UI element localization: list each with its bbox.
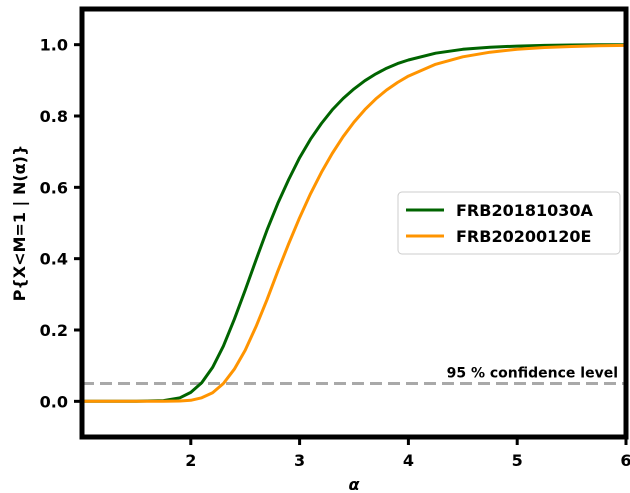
y-tick-label: 0.0 xyxy=(40,392,68,411)
legend: FRB20181030A FRB20200120E xyxy=(397,191,621,255)
x-axis-label: α xyxy=(349,475,361,493)
y-tick-label: 0.8 xyxy=(40,107,68,126)
x-tick-label: 5 xyxy=(512,451,523,470)
x-tick-label: 4 xyxy=(403,451,414,470)
x-tick-label: 2 xyxy=(185,451,196,470)
y-tick-label: 0.4 xyxy=(40,250,68,269)
x-axis-ticks: 2 3 4 5 6 xyxy=(185,437,630,470)
series-line-FRB20200120E xyxy=(82,43,627,403)
y-tick-label: 0.2 xyxy=(40,321,68,340)
legend-entry-label: FRB20181030A xyxy=(456,201,594,220)
legend-box xyxy=(397,191,621,255)
x-tick-label: 3 xyxy=(294,451,305,470)
plot-frame xyxy=(79,6,629,440)
y-tick-label: 1.0 xyxy=(40,36,68,55)
y-axis-ticks: 0.0 0.2 0.4 0.6 0.8 1.0 xyxy=(40,36,82,411)
series-lines xyxy=(82,43,627,403)
confidence-level-annotation: 95 % confidence level xyxy=(447,366,618,382)
legend-entry-label: FRB20200120E xyxy=(456,227,591,246)
confidence-reference: 95 % confidence level xyxy=(82,366,626,385)
x-tick-label: 6 xyxy=(620,451,630,470)
y-axis-label: P{X<M=1 | N(α)} xyxy=(10,145,30,302)
y-tick-label: 0.6 xyxy=(40,178,68,197)
series-line-FRB20181030A xyxy=(82,43,626,403)
